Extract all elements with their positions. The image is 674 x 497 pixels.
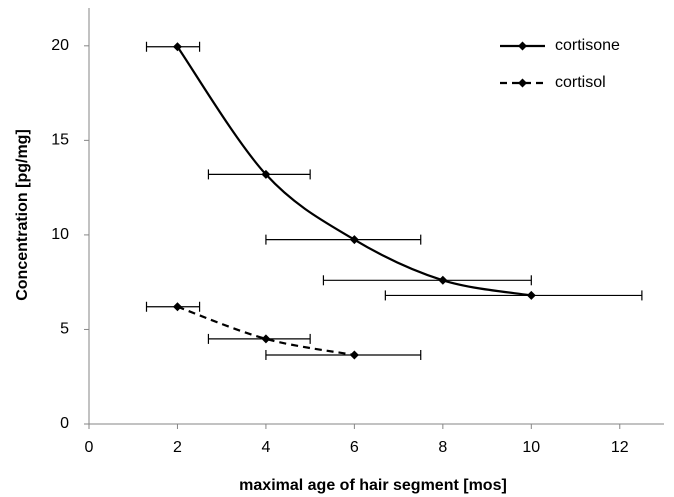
legend-marker	[518, 41, 527, 51]
error-bar	[265, 349, 422, 360]
series-line	[177, 305, 355, 357]
marker	[438, 275, 448, 285]
x-tick-label: 10	[522, 439, 540, 456]
y-tick-label: 0	[60, 415, 69, 432]
x-tick-label: 2	[173, 439, 182, 456]
x-tick-label: 0	[85, 439, 94, 456]
x-tick-label: 12	[611, 439, 629, 456]
series-line	[176, 46, 532, 297]
marker	[526, 290, 536, 300]
error-bar	[384, 290, 643, 301]
y-axis-title: Concentration [pg/mg]	[14, 129, 31, 301]
x-tick-label: 8	[438, 439, 447, 456]
legend-label: cortisone	[555, 37, 620, 54]
error-bar	[322, 275, 532, 286]
error-bar	[207, 169, 311, 180]
marker	[261, 334, 271, 344]
legend-label: cortisol	[555, 74, 606, 91]
legend-marker	[518, 78, 527, 88]
marker	[172, 302, 182, 312]
marker	[349, 350, 359, 360]
x-tick-label: 6	[350, 439, 359, 456]
error-bar	[207, 333, 311, 344]
marker	[172, 42, 182, 52]
marker	[261, 169, 271, 179]
y-tick-label: 5	[60, 321, 69, 338]
error-bar	[265, 234, 422, 245]
y-tick-label: 20	[51, 37, 69, 54]
x-axis-title: maximal age of hair segment [mos]	[239, 477, 507, 494]
y-tick-label: 10	[51, 226, 69, 243]
marker	[349, 235, 359, 245]
y-tick-label: 15	[51, 132, 69, 149]
x-tick-label: 4	[261, 439, 270, 456]
